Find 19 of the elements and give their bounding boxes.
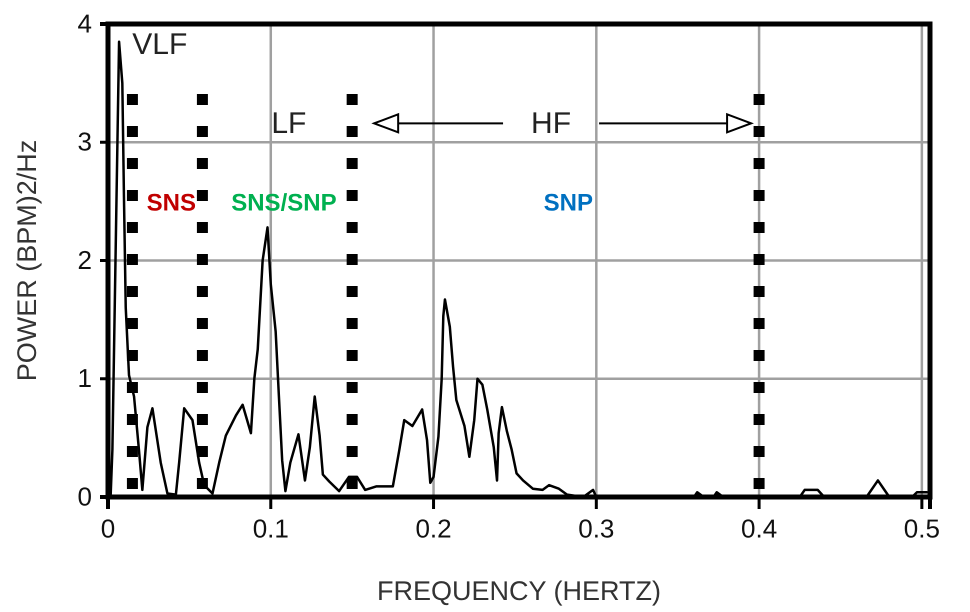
x-axis-title: FREQUENCY (HERTZ) (376, 576, 662, 606)
annotation: HF (531, 106, 572, 140)
y-tick-label: 3 (78, 126, 92, 157)
x-tick-label: 0.5 (904, 513, 940, 544)
annotation: SNS/SNP (231, 189, 337, 216)
y-tick-label: 2 (78, 244, 92, 275)
y-tick-label: 4 (78, 8, 92, 38)
x-tick-label: 0.1 (252, 513, 289, 544)
annotation: SNP (544, 189, 593, 216)
x-tick-label: 0 (100, 513, 116, 544)
y-tick-label: 0 (78, 481, 92, 512)
annotation: SNS (146, 189, 196, 216)
x-tick-label: 0.4 (741, 513, 778, 544)
x-tick-label: 0.2 (415, 513, 452, 544)
y-tick-label: 1 (78, 363, 92, 394)
annotation: VLF (132, 28, 188, 61)
y-axis-title: POWER (BPM)2/Hz (12, 140, 42, 382)
annotation: LF (271, 106, 306, 140)
x-tick-label: 0.3 (578, 513, 614, 544)
